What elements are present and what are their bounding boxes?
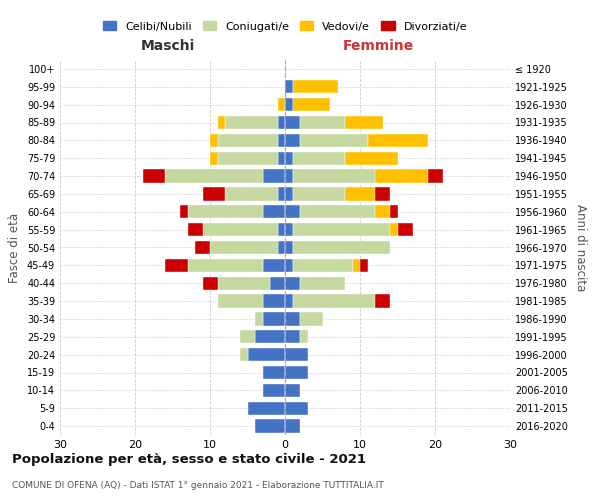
- Bar: [277, 134, 285, 147]
- Bar: [293, 241, 390, 254]
- Bar: [285, 241, 293, 254]
- Bar: [180, 205, 187, 218]
- Bar: [293, 223, 390, 236]
- Bar: [225, 187, 277, 200]
- Bar: [293, 170, 375, 183]
- Bar: [225, 116, 277, 129]
- Bar: [248, 348, 285, 362]
- Bar: [285, 348, 308, 362]
- Bar: [285, 402, 308, 415]
- Bar: [285, 420, 300, 433]
- Bar: [293, 258, 353, 272]
- Bar: [375, 205, 390, 218]
- Bar: [285, 152, 293, 165]
- Bar: [203, 187, 225, 200]
- Bar: [277, 187, 285, 200]
- Bar: [390, 223, 398, 236]
- Bar: [360, 258, 367, 272]
- Bar: [277, 241, 285, 254]
- Bar: [165, 170, 263, 183]
- Bar: [285, 330, 300, 344]
- Bar: [165, 258, 187, 272]
- Bar: [263, 205, 285, 218]
- Bar: [263, 170, 285, 183]
- Bar: [195, 241, 210, 254]
- Bar: [300, 330, 308, 344]
- Bar: [300, 276, 345, 290]
- Bar: [293, 294, 375, 308]
- Bar: [367, 134, 427, 147]
- Bar: [187, 205, 263, 218]
- Bar: [375, 187, 390, 200]
- Bar: [203, 223, 277, 236]
- Bar: [300, 205, 375, 218]
- Bar: [255, 330, 285, 344]
- Bar: [285, 134, 300, 147]
- Bar: [263, 366, 285, 379]
- Bar: [285, 205, 300, 218]
- Bar: [285, 116, 300, 129]
- Bar: [285, 187, 293, 200]
- Bar: [240, 348, 248, 362]
- Bar: [210, 134, 218, 147]
- Text: Popolazione per età, sesso e stato civile - 2021: Popolazione per età, sesso e stato civil…: [12, 452, 366, 466]
- Bar: [285, 223, 293, 236]
- Bar: [285, 276, 300, 290]
- Text: COMUNE DI OFENA (AQ) - Dati ISTAT 1° gennaio 2021 - Elaborazione TUTTITALIA.IT: COMUNE DI OFENA (AQ) - Dati ISTAT 1° gen…: [12, 480, 384, 490]
- Bar: [345, 116, 383, 129]
- Bar: [390, 205, 398, 218]
- Bar: [345, 152, 398, 165]
- Bar: [285, 170, 293, 183]
- Bar: [218, 294, 263, 308]
- Bar: [270, 276, 285, 290]
- Bar: [345, 187, 375, 200]
- Bar: [285, 384, 300, 397]
- Bar: [255, 312, 263, 326]
- Bar: [218, 134, 277, 147]
- Bar: [375, 170, 427, 183]
- Bar: [285, 366, 308, 379]
- Bar: [240, 330, 255, 344]
- Bar: [285, 80, 293, 94]
- Bar: [277, 116, 285, 129]
- Bar: [293, 152, 345, 165]
- Bar: [203, 276, 218, 290]
- Bar: [263, 312, 285, 326]
- Bar: [427, 170, 443, 183]
- Y-axis label: Fasce di età: Fasce di età: [8, 212, 21, 282]
- Bar: [285, 258, 293, 272]
- Y-axis label: Anni di nascita: Anni di nascita: [574, 204, 587, 291]
- Bar: [277, 98, 285, 112]
- Bar: [293, 187, 345, 200]
- Bar: [255, 420, 285, 433]
- Bar: [293, 80, 337, 94]
- Bar: [293, 98, 330, 112]
- Bar: [263, 384, 285, 397]
- Bar: [277, 152, 285, 165]
- Bar: [285, 294, 293, 308]
- Bar: [218, 276, 270, 290]
- Bar: [353, 258, 360, 272]
- Bar: [210, 241, 277, 254]
- Bar: [187, 258, 263, 272]
- Legend: Celibi/Nubili, Coniugati/e, Vedovi/e, Divorziati/e: Celibi/Nubili, Coniugati/e, Vedovi/e, Di…: [98, 17, 472, 36]
- Bar: [300, 134, 367, 147]
- Bar: [300, 312, 323, 326]
- Bar: [210, 152, 218, 165]
- Bar: [375, 294, 390, 308]
- Bar: [143, 170, 165, 183]
- Bar: [300, 116, 345, 129]
- Bar: [285, 312, 300, 326]
- Bar: [248, 402, 285, 415]
- Bar: [263, 294, 285, 308]
- Bar: [263, 258, 285, 272]
- Bar: [218, 152, 277, 165]
- Text: Maschi: Maschi: [141, 38, 195, 52]
- Bar: [218, 116, 225, 129]
- Bar: [398, 223, 413, 236]
- Bar: [187, 223, 203, 236]
- Bar: [285, 98, 293, 112]
- Bar: [277, 223, 285, 236]
- Text: Femmine: Femmine: [343, 38, 413, 52]
